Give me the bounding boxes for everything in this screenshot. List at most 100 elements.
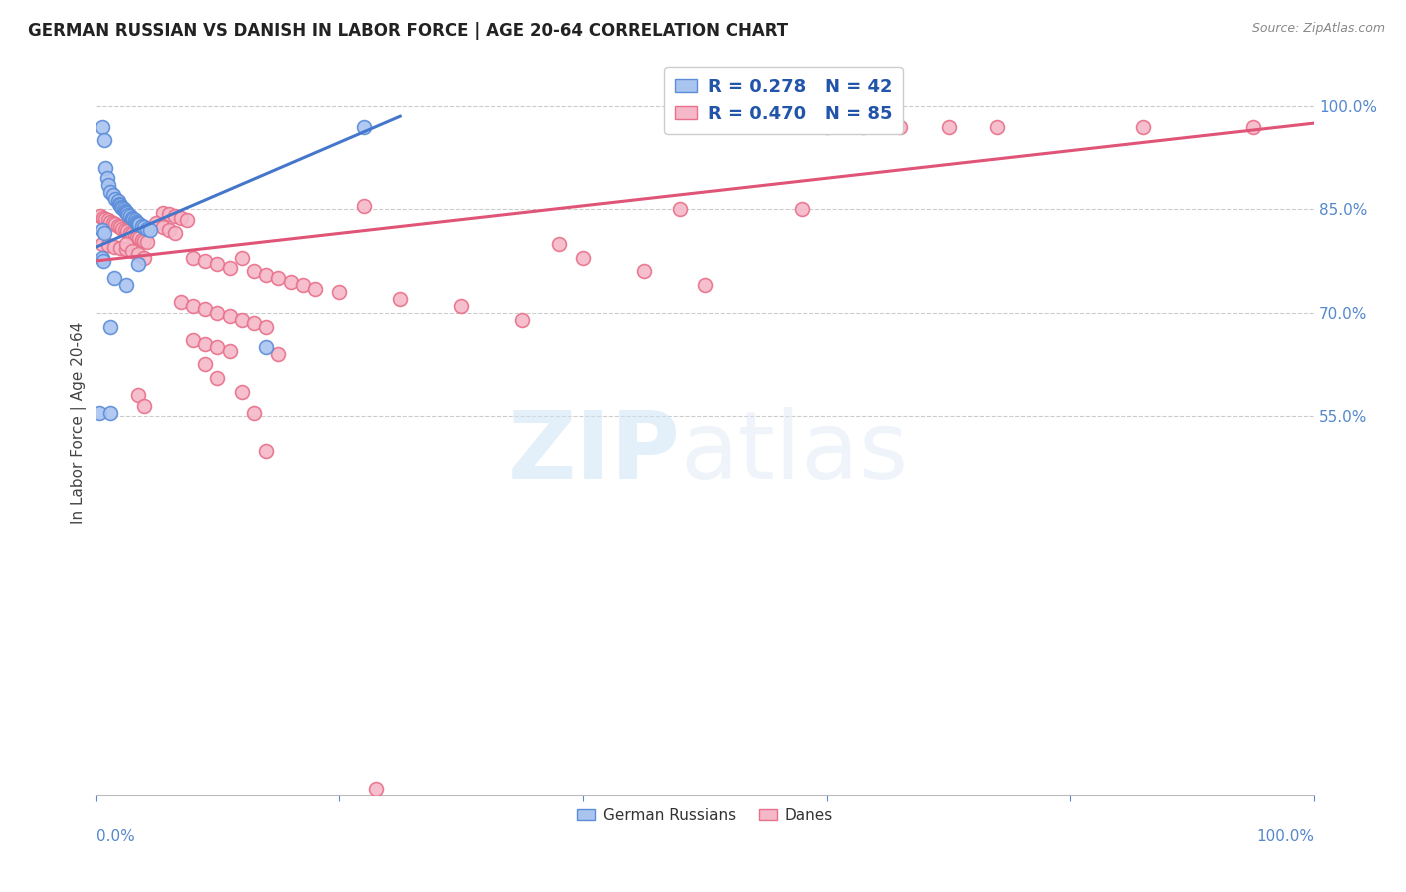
Point	[131, 219, 153, 233]
Point	[145, 216, 167, 230]
Point	[254, 340, 277, 354]
Point	[111, 201, 134, 215]
Point	[139, 223, 162, 237]
Point	[117, 206, 139, 220]
Point	[389, 292, 412, 306]
Point	[938, 120, 960, 134]
Y-axis label: In Labor Force | Age 20-64: In Labor Force | Age 20-64	[72, 322, 87, 524]
Point	[101, 216, 124, 230]
Point	[231, 251, 253, 265]
Point	[547, 236, 569, 251]
Point	[170, 295, 193, 310]
Point	[815, 120, 838, 134]
Text: ZIP: ZIP	[508, 407, 681, 499]
Point	[104, 192, 127, 206]
Point	[94, 211, 117, 226]
Point	[111, 221, 134, 235]
Point	[176, 212, 198, 227]
Point	[669, 202, 692, 217]
Point	[118, 226, 141, 240]
Point	[108, 241, 131, 255]
Point	[107, 194, 129, 208]
Point	[91, 254, 114, 268]
Point	[135, 235, 157, 250]
Point	[94, 161, 117, 175]
Point	[118, 209, 141, 223]
Point	[96, 171, 118, 186]
Point	[207, 257, 229, 271]
Point	[114, 223, 136, 237]
Point	[122, 211, 145, 226]
Point	[181, 299, 204, 313]
Point	[121, 227, 143, 241]
Point	[353, 199, 375, 213]
Point	[267, 347, 290, 361]
Point	[792, 202, 814, 217]
Point	[124, 213, 146, 227]
Point	[304, 282, 326, 296]
Point	[98, 215, 121, 229]
Point	[128, 231, 150, 245]
Point	[91, 211, 114, 225]
Point	[254, 443, 277, 458]
Point	[181, 251, 204, 265]
Point	[254, 268, 277, 282]
Point	[194, 336, 217, 351]
Point	[104, 218, 127, 232]
Point	[243, 406, 266, 420]
Point	[254, 319, 277, 334]
Point	[152, 205, 174, 219]
Point	[633, 264, 655, 278]
Text: atlas: atlas	[681, 407, 908, 499]
Point	[115, 278, 138, 293]
Point	[108, 220, 131, 235]
Point	[103, 271, 125, 285]
Point	[115, 236, 138, 251]
Point	[110, 200, 132, 214]
Point	[117, 224, 139, 238]
Point	[124, 228, 146, 243]
Text: GERMAN RUSSIAN VS DANISH IN LABOR FORCE | AGE 20-64 CORRELATION CHART: GERMAN RUSSIAN VS DANISH IN LABOR FORCE …	[28, 22, 789, 40]
Point	[90, 236, 112, 251]
Point	[112, 202, 135, 217]
Point	[194, 358, 217, 372]
Point	[107, 196, 129, 211]
Point	[134, 220, 156, 235]
Point	[107, 219, 129, 233]
Point	[1241, 120, 1264, 134]
Point	[218, 260, 240, 275]
Point	[231, 384, 253, 399]
Point	[128, 218, 150, 232]
Point	[131, 233, 153, 247]
Point	[127, 217, 149, 231]
Point	[134, 399, 156, 413]
Point	[121, 211, 143, 225]
Point	[115, 205, 138, 219]
Point	[134, 251, 156, 265]
Point	[572, 251, 595, 265]
Point	[121, 244, 143, 258]
Point	[243, 316, 266, 330]
Point	[353, 120, 375, 134]
Point	[108, 198, 131, 212]
Point	[114, 203, 136, 218]
Point	[170, 211, 193, 226]
Point	[510, 312, 533, 326]
Point	[89, 406, 111, 420]
Point	[157, 223, 180, 237]
Legend: German Russians, Danes: German Russians, Danes	[571, 802, 839, 829]
Point	[127, 247, 149, 261]
Point	[97, 178, 120, 193]
Point	[1132, 120, 1154, 134]
Point	[157, 207, 180, 221]
Text: 0.0%: 0.0%	[96, 829, 135, 844]
Point	[231, 312, 253, 326]
Point	[127, 257, 149, 271]
Point	[163, 209, 186, 223]
Point	[207, 371, 229, 385]
Point	[98, 406, 121, 420]
Point	[194, 254, 217, 268]
Point	[115, 242, 138, 256]
Point	[97, 238, 120, 252]
Point	[93, 227, 115, 241]
